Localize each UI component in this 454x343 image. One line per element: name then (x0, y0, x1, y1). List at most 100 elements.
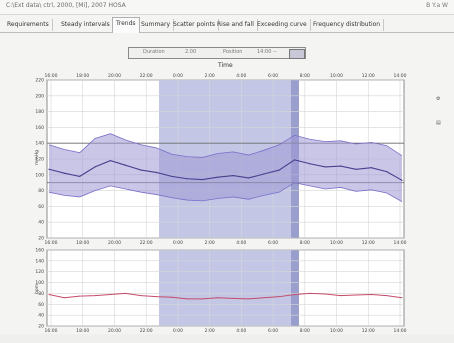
mean-data-point (340, 165, 342, 167)
tab-rise-and-fall[interactable]: Rise and fall (214, 19, 258, 31)
mean-data-point (309, 163, 311, 165)
heart-rate-data-point (248, 298, 250, 300)
slider-thumb[interactable] (289, 49, 305, 59)
mean-data-point (79, 175, 81, 177)
x-tick-label-top: 8:00 (300, 73, 310, 79)
heart-rate-data-point (386, 295, 388, 297)
tab-summary[interactable]: Summary (138, 19, 174, 31)
y-tick-label: 40 (38, 313, 44, 319)
tab-steady-intervals[interactable]: Steady intervals (58, 19, 114, 31)
x-tick-label-bottom: 8:00 (300, 240, 310, 246)
mean-data-point (217, 176, 219, 178)
tab-exceeding-curve[interactable]: Exceeding curve (254, 19, 311, 31)
x-tick-label-top: 12:00 (362, 73, 375, 79)
heart-rate-data-point (63, 297, 65, 299)
x-tick-label-top: 4:00 (236, 73, 246, 79)
heart-rate-data-point (340, 295, 342, 297)
y-tick-label: 80 (38, 291, 44, 297)
mean-data-point (263, 173, 265, 175)
x-tick-label-bottom: 0:00 (173, 328, 183, 334)
x-tick-label-bottom: 20:00 (108, 328, 121, 334)
mean-data-point (247, 177, 250, 179)
tab-scatter-points[interactable]: Scatter points (170, 19, 219, 31)
tab-requirements[interactable]: Requirements (4, 19, 53, 31)
tab-frequency-distribution[interactable]: Frequency distribution (310, 19, 385, 31)
variability-band (49, 133, 402, 202)
x-tick-label-bottom: 6:00 (268, 328, 278, 334)
x-tick-label-top: 2:00 (205, 73, 215, 79)
x-tick-label-top: 16:00 (45, 73, 58, 79)
time-range-slider[interactable]: Duration 2.00 Position 14:00 -- (128, 47, 306, 59)
mean-data-point (232, 174, 234, 177)
night-period-shading (159, 250, 291, 326)
mean-data-point (401, 179, 403, 181)
series-lower-line (48, 182, 403, 203)
mean-data-point (386, 171, 388, 173)
gear-icon[interactable]: ⚙ (436, 96, 441, 102)
x-tick-label-top: 14:00 (394, 73, 407, 79)
mean-data-point (125, 164, 127, 166)
x-tick-label-bottom: 12:00 (362, 328, 375, 334)
x-tick-label-bottom: 8:00 (300, 328, 310, 334)
mean-data-point (186, 178, 188, 180)
heart-rate-data-point (355, 294, 357, 296)
mean-data-point (63, 172, 65, 174)
heart-rate-data-point (324, 293, 326, 295)
x-tick-label-bottom: 12:00 (362, 240, 375, 246)
heart-rate-data-point (171, 296, 173, 298)
slider-label-duration-value: 2.00 (185, 49, 197, 55)
series-upper-line (48, 133, 403, 158)
current-position-marker (291, 250, 299, 326)
x-tick-label-top: 10:00 (330, 73, 343, 79)
series-mean-line (48, 159, 403, 181)
heart-rate-data-point (370, 294, 372, 296)
x-tick-label-bottom: 0:00 (173, 240, 183, 246)
y-axis-label: mmHg (34, 150, 40, 165)
mean-data-point (324, 166, 326, 168)
y-tick-label: 20 (38, 236, 44, 242)
slider-label-position-value: 14:00 -- (257, 49, 277, 55)
heart-rate-data-point (278, 296, 280, 298)
heart-rate-data-point (48, 294, 50, 296)
y-tick-label: 160 (35, 125, 44, 131)
y-tick-label: 100 (35, 280, 44, 286)
time-axis-title: Time (218, 62, 233, 69)
heart-rate-data-point (140, 295, 142, 297)
x-tick-label-bottom: 22:00 (140, 240, 153, 246)
y-tick-label: 180 (35, 109, 44, 115)
x-tick-label-bottom: 10:00 (330, 240, 343, 246)
heart-rate-data-point (186, 298, 188, 300)
heart-rate-data-point (125, 292, 127, 294)
mean-data-point (293, 159, 296, 161)
side-panel: ⚙ ▤ (434, 86, 454, 206)
y-tick-label: 160 (35, 248, 44, 254)
y-axis-label: bpm (34, 284, 40, 294)
y-tick-label: 60 (38, 302, 44, 308)
heart-rate-data-point (94, 295, 96, 297)
y-tick-label: 60 (38, 204, 44, 210)
slider-label-position: Position (223, 49, 243, 55)
window-title: C:\Ext data\ ctrl, 2000, [Mi], 2007 HOSA (6, 2, 126, 9)
y-tick-label: 20 (38, 324, 44, 330)
y-tick-label: 120 (35, 157, 44, 163)
heart-rate-data-point (201, 298, 203, 300)
heart-rate-data-point (79, 295, 81, 297)
heart-rate-data-point (309, 292, 311, 294)
mean-data-point (155, 171, 158, 174)
title-bar: C:\Ext data\ ctrl, 2000, [Mi], 2007 HOSA… (0, 0, 454, 15)
mean-data-point (109, 159, 111, 162)
tab-trends[interactable]: Trends (112, 17, 140, 33)
heart-rate-data-point (155, 296, 157, 298)
heart-rate-line (48, 292, 403, 300)
mean-data-point (94, 166, 96, 168)
x-tick-label-bottom: 20:00 (108, 240, 121, 246)
legend-icon[interactable]: ▤ (436, 120, 441, 126)
heart-rate-data-point (217, 297, 219, 299)
x-tick-label-bottom: 16:00 (45, 328, 58, 334)
x-tick-label-bottom: 14:00 (394, 240, 407, 246)
y-tick-label: 140 (35, 258, 44, 264)
x-tick-label-top: 0:00 (173, 73, 183, 79)
y-tick-label: 100 (35, 172, 44, 178)
x-tick-label-bottom: 22:00 (140, 328, 153, 334)
